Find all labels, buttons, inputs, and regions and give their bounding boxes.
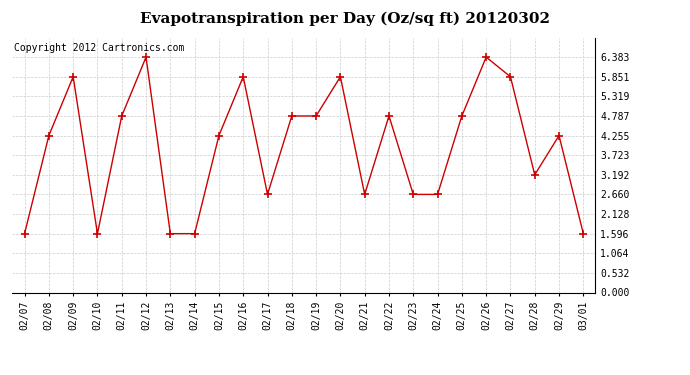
Text: Evapotranspiration per Day (Oz/sq ft) 20120302: Evapotranspiration per Day (Oz/sq ft) 20… [140, 11, 550, 26]
Text: Copyright 2012 Cartronics.com: Copyright 2012 Cartronics.com [14, 43, 184, 52]
